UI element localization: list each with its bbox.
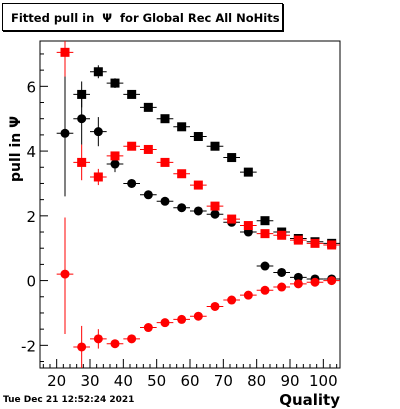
data-point-square [243,221,253,231]
x-tick-label: 40 [114,372,133,390]
data-point-square [143,102,153,112]
data-point-circle [77,114,87,124]
data-point-square [260,216,270,226]
data-point-circle [127,334,137,344]
x-tick-label: 30 [80,372,99,390]
data-point-circle [93,334,103,344]
x-tick-label: 100 [309,372,338,390]
data-point-circle [310,277,320,287]
data-point-circle [93,127,103,137]
y-tick-label: 4 [26,143,36,161]
data-point-square [127,141,137,151]
data-point-circle [293,279,303,289]
data-point-square [310,238,320,248]
data-point-circle [193,311,203,321]
y-tick-label: 6 [26,78,36,96]
x-tick-label: 60 [180,372,199,390]
data-point-circle [127,178,137,188]
data-point-square [260,229,270,239]
data-point-circle [260,285,270,295]
y-tick-label: 2 [26,208,36,226]
data-point-square [127,89,137,99]
y-axis-label: pull in Ψ [8,116,24,182]
data-point-square [160,114,170,124]
chart-title-box: Fitted pull in Ψ for Global Rec All NoHi… [2,3,283,31]
series-2 [56,41,340,250]
y-axis-ticks: -2 0 2 4 6 [21,53,48,363]
data-point-square [210,201,220,211]
data-point-square [143,144,153,154]
data-point-square [160,157,170,167]
data-point-square [110,78,120,88]
data-point-circle [277,267,287,277]
data-point-square [243,167,253,177]
data-point-square [193,180,203,190]
x-axis-ticks: 20 30 40 50 60 70 80 90 100 [42,359,338,390]
data-point-circle [193,206,203,216]
data-point-circle [260,261,270,271]
data-point-circle [243,290,253,300]
series-3 [56,217,340,368]
data-point-square [177,122,187,132]
x-tick-label: 70 [214,372,233,390]
data-point-square [93,67,103,77]
timestamp: Tue Dec 21 12:52:24 2021 [3,395,135,405]
data-point-circle [60,269,70,279]
data-point-circle [60,128,70,138]
data-point-circle [143,190,153,200]
data-point-circle [110,339,120,349]
data-point-circle [327,276,337,286]
data-point-circle [77,342,87,352]
data-point-circle [160,318,170,328]
chart-title: Fitted pull in Ψ for Global Rec All NoHi… [11,11,280,25]
y-tick-label: 0 [26,273,36,291]
data-point-circle [110,159,120,169]
data-point-square [227,153,237,163]
x-tick-label: 80 [247,372,266,390]
data-point-square [93,172,103,182]
y-tick-label: -2 [21,337,36,355]
data-point-square [77,157,87,167]
data-point-circle [160,196,170,206]
data-point-circle [143,323,153,333]
data-point-square [177,169,187,179]
data-point-circle [210,301,220,311]
x-tick-label: 50 [147,372,166,390]
data-point-circle [277,282,287,292]
data-point-square [293,235,303,245]
data-point-circle [177,203,187,213]
data-point-square [277,230,287,240]
x-tick-label: 90 [280,372,299,390]
data-points [56,41,340,368]
data-point-square [227,214,237,224]
data-point-square [60,47,70,57]
data-point-circle [210,209,220,219]
data-point-circle [293,272,303,282]
data-point-square [110,151,120,161]
data-point-circle [227,295,237,305]
data-point-square [210,141,220,151]
data-point-square [327,240,337,250]
data-point-circle [177,314,187,324]
x-tick-label: 20 [47,372,66,390]
data-point-square [193,132,203,142]
x-axis-label: Quality [279,391,340,409]
